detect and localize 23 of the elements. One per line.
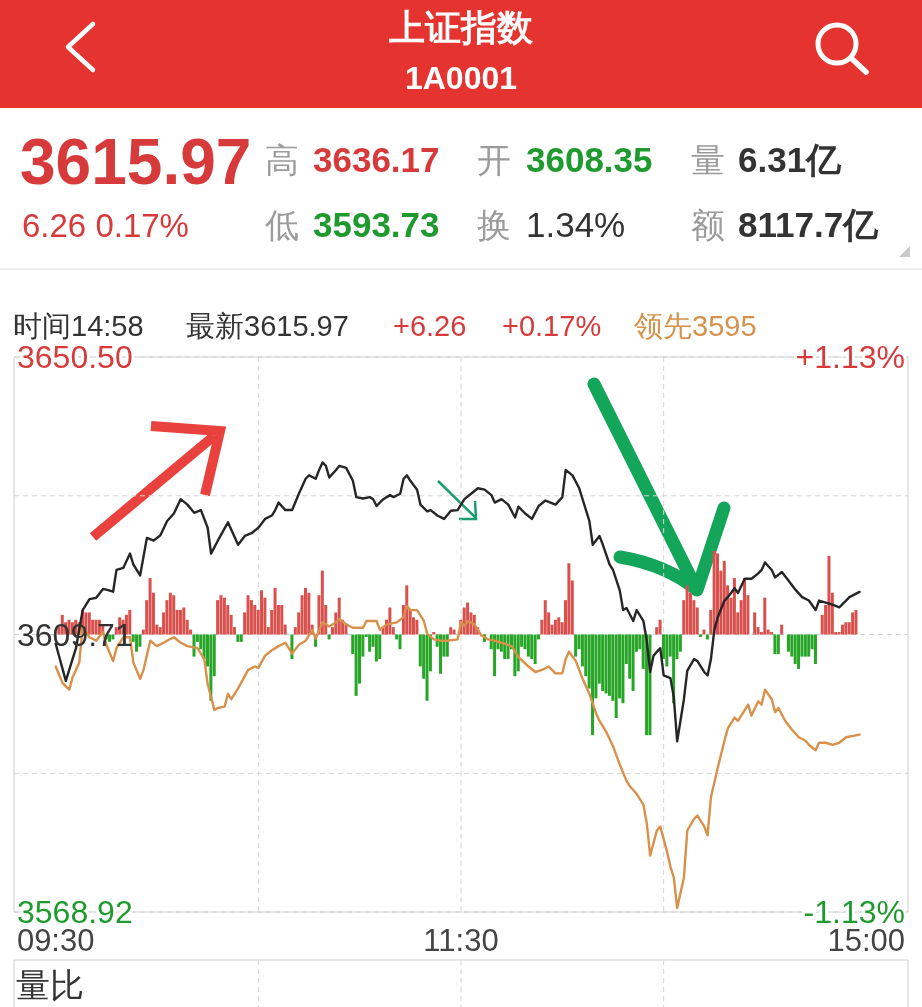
text: 1.34% xyxy=(526,205,626,245)
text: 3593.73 xyxy=(313,205,440,245)
chart-title: 上证指数 xyxy=(389,7,533,48)
text: 6.31亿 xyxy=(738,140,842,180)
text: 量 xyxy=(691,140,725,180)
text: 3636.17 xyxy=(313,140,440,180)
text: 最新3615.97 xyxy=(186,309,349,343)
text: 3615.97 xyxy=(20,125,252,199)
text: 领先3595 xyxy=(634,309,757,343)
y2-tick-label: +1.13% xyxy=(795,339,905,375)
x-tick-label: 11:30 xyxy=(423,922,499,958)
text: 量比 xyxy=(16,965,84,1005)
text: 换 xyxy=(477,205,511,245)
text: 额 xyxy=(691,205,725,245)
text: 8117.7亿 xyxy=(738,205,879,245)
text: +0.17% xyxy=(502,309,602,343)
text: 6.26 0.17% xyxy=(22,207,189,245)
chart-subtitle: 1A0001 xyxy=(404,60,518,96)
text: 开 xyxy=(477,140,511,180)
text: 3608.35 xyxy=(526,140,653,180)
text: 低 xyxy=(265,205,299,245)
text: +6.26 xyxy=(393,309,467,343)
text: 高 xyxy=(265,140,299,180)
